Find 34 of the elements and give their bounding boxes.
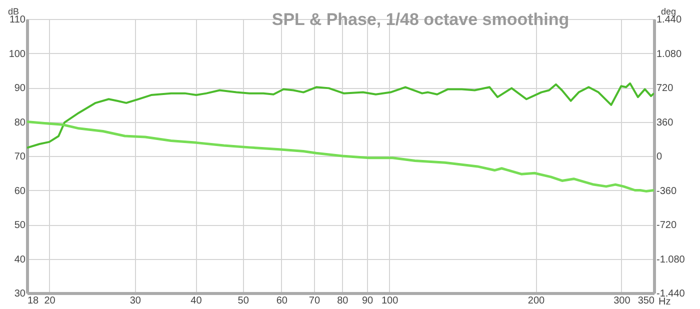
y2-tick-label: 360 <box>656 117 674 128</box>
x-tick-label: 20 <box>44 296 56 306</box>
y2-tick-label: 1.440 <box>656 14 682 26</box>
y-tick-label: 30 <box>14 288 26 300</box>
x-tick-label: 18 <box>28 296 40 306</box>
y-tick-label: 60 <box>14 186 26 197</box>
x-tick-label: 200 <box>528 296 546 306</box>
x-axis-title: Hz <box>658 296 671 308</box>
y-tick-label: 40 <box>14 254 26 266</box>
y2-tick-label: 720 <box>656 83 674 94</box>
y-tick-label: 70 <box>14 152 26 162</box>
y2-tick-label: -1.080 <box>656 254 686 266</box>
y2-tick-label: 1.080 <box>656 48 682 60</box>
x-tick-label: 60 <box>276 296 288 306</box>
y2-tick-label: -360 <box>656 186 677 197</box>
x-tick-label: 100 <box>381 296 399 306</box>
chart-title: SPL & Phase, 1/48 octave smoothing <box>272 10 570 29</box>
x-tick-label: 80 <box>337 296 349 306</box>
x-tick-label: 70 <box>308 296 320 306</box>
y2-tick-label: 0 <box>656 152 662 162</box>
y-axis-title: dB <box>8 6 20 16</box>
x-tick-label: 40 <box>190 296 202 306</box>
y-tick-label: 50 <box>14 220 26 231</box>
x-tick-label: 30 <box>130 296 142 306</box>
x-tick-label: 300 <box>614 296 631 306</box>
y-tick-label: 110 <box>10 14 26 26</box>
x-tick-label: 50 <box>238 296 250 306</box>
y-tick-label: 100 <box>8 48 26 60</box>
y2-axis-title: deg <box>660 6 676 16</box>
x-tick-label: 350 <box>638 296 655 306</box>
y2-tick-label: -720 <box>656 220 677 231</box>
x-tick-label: 90 <box>362 296 374 306</box>
y-tick-label: 90 <box>14 83 26 94</box>
y-tick-label: 80 <box>14 117 26 128</box>
